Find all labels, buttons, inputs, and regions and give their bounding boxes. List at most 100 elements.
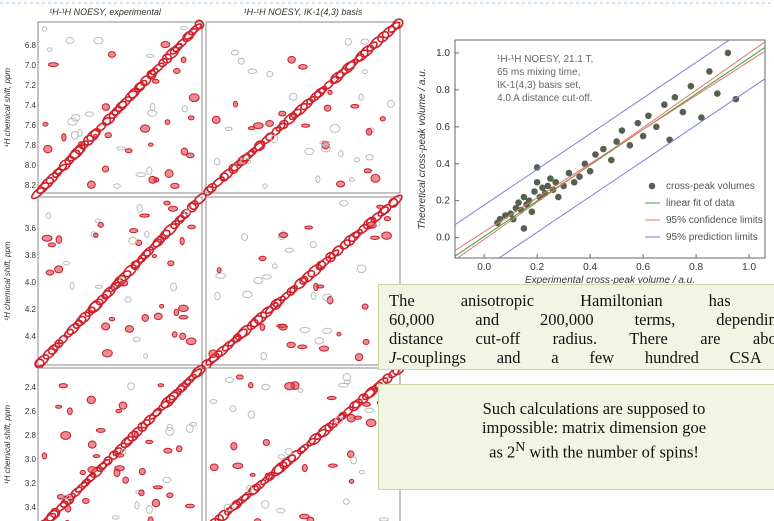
cross-peak [157,383,165,388]
diagonal-peak [377,30,390,43]
y-tick-label: 8.0 [25,161,37,170]
cross-peak [246,484,253,494]
cross-peak [148,175,157,184]
cross-peak [215,272,227,279]
cross-peak [342,373,352,382]
cross-peak [187,224,196,230]
cross-peak [240,157,252,165]
diagonal-peak [382,373,393,384]
cross-peak [111,515,120,520]
plot-area [455,40,765,258]
data-point [613,138,620,145]
cross-peak [247,68,258,75]
cross-peak [55,404,63,409]
cross-peak [209,463,219,472]
cross-peak [128,228,139,234]
cross-peak [164,169,174,178]
y-axis-label: Theoretical cross-peak volume / a.u. [417,68,428,229]
data-point [592,151,599,158]
diagonal-peak [314,87,326,99]
cross-peak [185,424,194,433]
y-tick-label: 4.0 [25,278,37,287]
diagonal-peak [335,67,349,80]
text-part: as 2 [489,442,516,462]
cross-peak [208,349,218,359]
cross-peak [163,200,171,206]
diagonal-peak [270,298,282,311]
cross-peak [350,456,358,465]
cross-peak [119,279,129,287]
cross-peak [336,331,342,337]
diagonal-peak [193,192,207,205]
diagonal-peak [116,270,132,284]
diagonal-peak [64,155,75,166]
diagonal-peak [254,140,266,152]
diagonal-peak [251,140,266,154]
y-tick-label: 7.8 [25,141,37,150]
diagonal-peak [324,422,334,432]
diagonal-peak [299,443,310,453]
cross-peak [79,469,86,476]
cross-peak [299,326,311,334]
cross-peak [47,242,56,248]
cross-peak [358,93,364,101]
cross-peak [185,337,197,346]
cross-peak [241,233,249,241]
cross-peak [138,467,146,476]
panel-title: ¹H-¹H NOESY, IK-1(4,3) basis [244,7,363,17]
diagonal-peak [146,69,157,80]
data-point [533,178,541,186]
cross-peak [266,71,274,78]
data-point [533,164,541,171]
cross-peak [179,332,187,341]
text-part: N [515,439,526,454]
diagonal-peak [342,406,354,417]
text-part: J [389,348,397,367]
cross-peak [93,232,99,238]
diagonal-peak [149,62,165,76]
cross-peak [365,154,374,161]
cross-peak [42,121,49,127]
cross-peak [362,401,371,407]
cross-peak [278,323,288,331]
cross-peak [314,337,324,345]
cross-peak [127,382,135,391]
cross-peak [101,322,111,331]
cross-peak [139,124,151,133]
cross-peak [94,284,104,289]
data-point [565,169,573,177]
diagonal-peak [352,228,363,239]
data-point [645,112,652,120]
text-line: The anisotropic Hamiltonian has b [389,291,774,310]
diagonal-peak [206,182,218,193]
cross-peak [61,133,67,142]
text-part: with the number of spins! [525,442,699,462]
cross-peak [170,182,180,189]
cross-peak [309,241,317,248]
y-tick-label: 7.0 [25,61,37,70]
cross-peak [289,92,298,101]
cross-peak [346,413,356,423]
diagonal-peak [273,461,288,475]
diagonal-peak [317,424,332,438]
data-point [531,188,538,195]
cross-peak [41,234,53,242]
cross-peak [278,110,287,117]
y-tick-label: 7.4 [25,101,37,110]
cross-peak [323,104,332,112]
cross-peak [262,183,268,189]
cross-peak [237,57,245,65]
data-point [634,119,642,127]
cross-peak [297,387,304,393]
cross-peak [67,117,78,126]
legend-marker [648,182,656,190]
cross-peak [297,344,308,350]
diagonal-peak [95,122,107,133]
y-tick-label: 0.6 [436,122,450,133]
y-tick-label: 2.6 [25,407,37,416]
cross-peak [342,498,350,505]
cross-peak [223,503,235,512]
diagonal-peak [288,108,302,121]
diagonal-peak [103,456,113,466]
